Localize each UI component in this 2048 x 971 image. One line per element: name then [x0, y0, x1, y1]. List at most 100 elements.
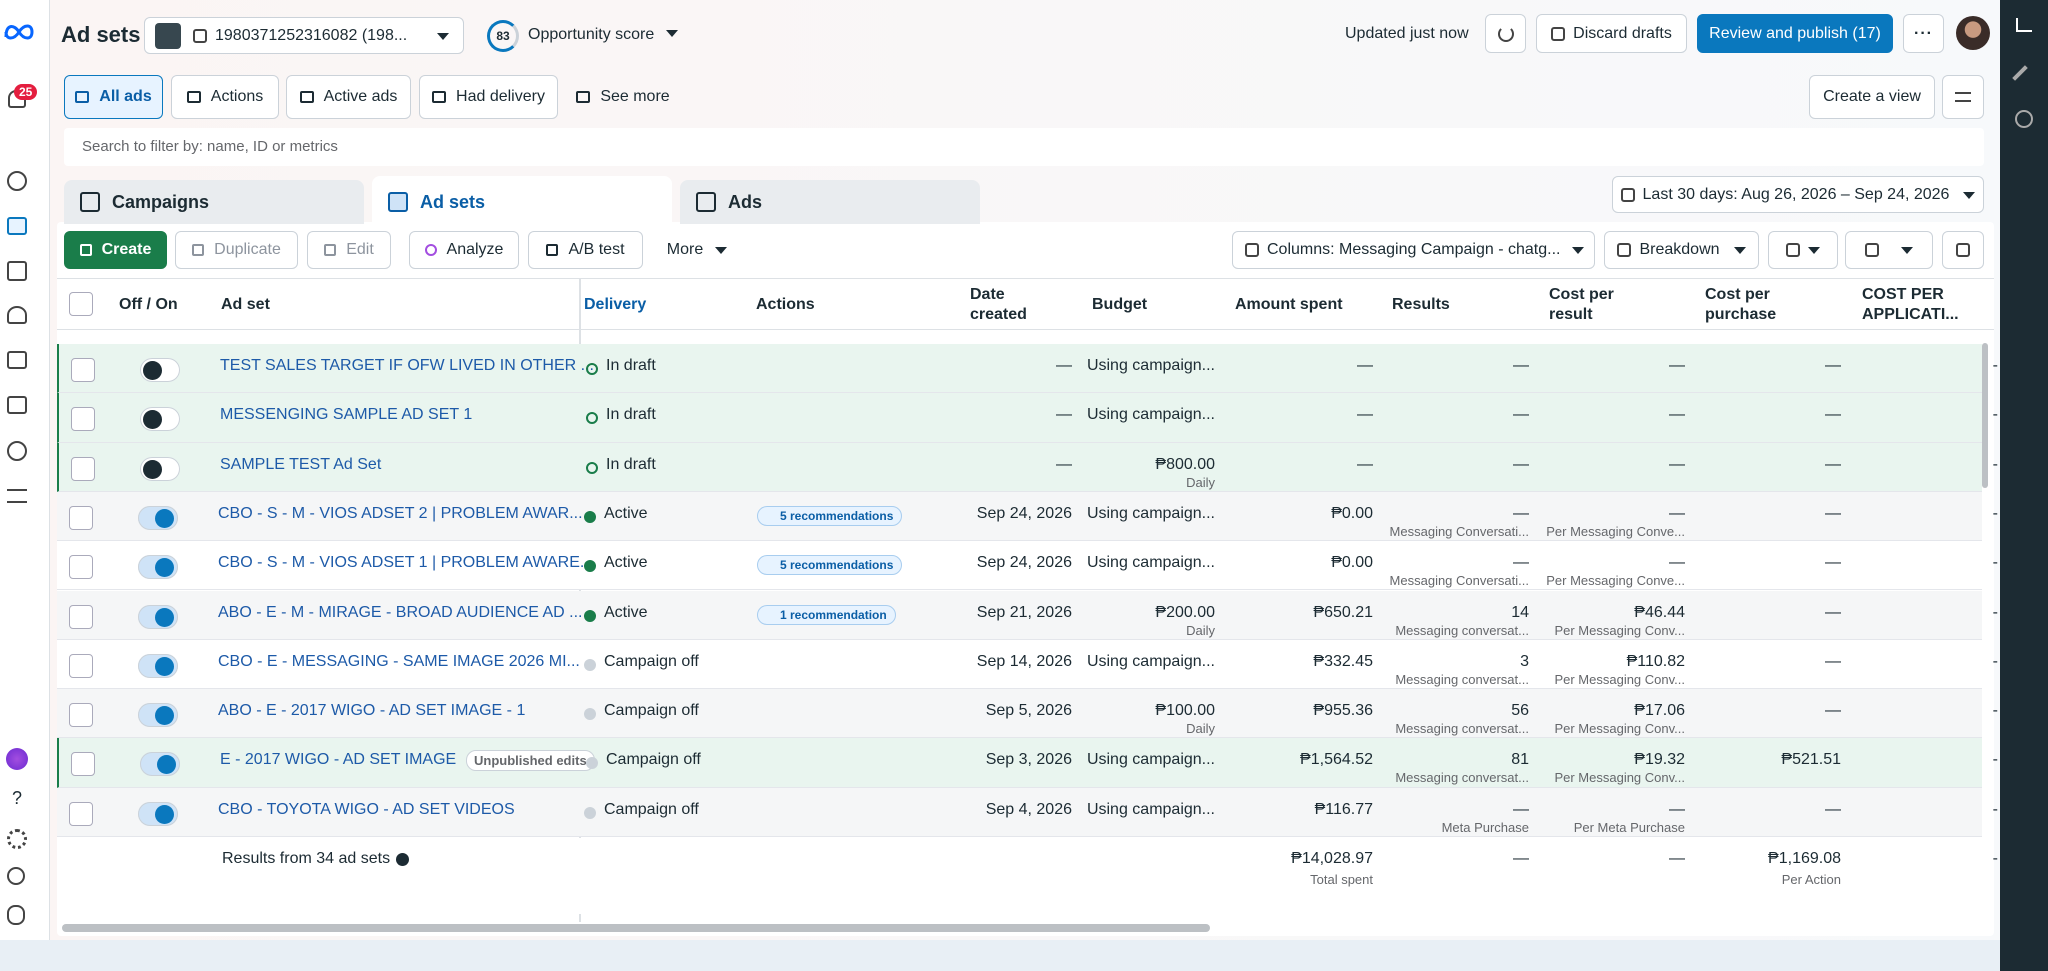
- nav-icon[interactable]: [7, 441, 27, 461]
- filter-button[interactable]: Actions: [171, 75, 279, 119]
- nav-icon[interactable]: [7, 396, 27, 414]
- tab[interactable]: Ad sets: [372, 176, 672, 228]
- ad-set-name[interactable]: E - 2017 WIGO - AD SET IMAGE: [220, 751, 457, 769]
- column-header[interactable]: COST PER APPLICATI...: [1862, 286, 1959, 323]
- clock-icon[interactable]: [2015, 110, 2033, 128]
- chart-button[interactable]: [1942, 231, 1984, 269]
- score-label[interactable]: Opportunity score: [528, 26, 655, 43]
- column-header[interactable]: Off / On: [119, 296, 178, 313]
- caret: [715, 247, 728, 260]
- cpr-value: ₱46.44: [1634, 603, 1685, 621]
- row-checkbox[interactable]: [71, 407, 95, 432]
- recommendations-pill[interactable]: 5 recommendations: [757, 555, 903, 576]
- publish-button[interactable]: Review and publish (17): [1697, 14, 1893, 53]
- row-checkbox[interactable]: [71, 752, 95, 777]
- table-row: CBO - S - M - VIOS ADSET 2 | PROBLEM AWA…: [57, 491, 1998, 542]
- results-sub: Messaging Conversati...: [1389, 523, 1529, 539]
- avatar[interactable]: [1956, 16, 1990, 50]
- toolbar-button[interactable]: Edit: [307, 231, 391, 269]
- row-checkbox[interactable]: [69, 801, 93, 826]
- filter-settings-button[interactable]: [1942, 75, 1984, 119]
- cpr-sub: Per Messaging Conve...: [1546, 573, 1685, 589]
- menu-icon[interactable]: [7, 489, 27, 503]
- column-header[interactable]: Delivery: [584, 296, 647, 313]
- row-checkbox[interactable]: [69, 653, 93, 678]
- toolbar-button[interactable]: Duplicate: [175, 231, 298, 269]
- budget-sub: Daily: [1186, 622, 1215, 638]
- ad-set-name[interactable]: ABO - E - M - MIRAGE - BROAD AUDIENCE AD…: [218, 603, 583, 621]
- filter-button[interactable]: See more: [567, 75, 679, 119]
- breakdown-button[interactable]: Breakdown: [1604, 231, 1759, 269]
- filter-button[interactable]: Active ads: [286, 75, 411, 119]
- column-header[interactable]: Date created: [970, 286, 1027, 323]
- budget-value: Using campaign...: [1086, 554, 1215, 572]
- results-value: —: [1513, 455, 1529, 473]
- column-header[interactable]: Budget: [1092, 296, 1148, 313]
- bug-icon[interactable]: [7, 905, 25, 925]
- budget-value: ₱100.00: [1155, 702, 1215, 720]
- column-header[interactable]: Actions: [756, 296, 815, 313]
- tab[interactable]: Campaigns: [64, 180, 364, 224]
- search-box[interactable]: [64, 128, 1984, 166]
- toolbar-icon: [424, 244, 437, 256]
- ad-set-name[interactable]: TEST SALES TARGET IF OFW LIVED IN OTHER …: [220, 357, 594, 374]
- column-header[interactable]: Results: [1392, 296, 1450, 313]
- nav-icon[interactable]: [7, 261, 27, 281]
- reports-button[interactable]: [1768, 231, 1838, 269]
- ad-set-name[interactable]: CBO - TOYOTA WIGO - AD SET VIDEOS: [218, 800, 515, 818]
- tab[interactable]: Ads: [680, 180, 980, 224]
- refresh-button[interactable]: [1485, 14, 1526, 53]
- columns-button[interactable]: Columns: Messaging Campaign - chatg...: [1232, 231, 1595, 269]
- help[interactable]: ?: [12, 788, 23, 808]
- toolbar-button[interactable]: A/B test: [528, 231, 643, 269]
- row-checkbox[interactable]: [71, 358, 95, 382]
- column-header[interactable]: Cost per purchase: [1705, 286, 1777, 323]
- discard-drafts-button[interactable]: Discard drafts: [1536, 14, 1687, 53]
- cpr-value: ₱17.06: [1634, 702, 1685, 720]
- column-header[interactable]: Amount spent: [1235, 296, 1343, 313]
- cpp-value: —: [1825, 603, 1841, 621]
- column-header[interactable]: Cost per result: [1549, 286, 1614, 323]
- filter-button[interactable]: Had delivery: [419, 75, 558, 119]
- toolbar-button[interactable]: Create: [64, 231, 167, 269]
- ad-set-name[interactable]: CBO - S - M - VIOS ADSET 1 | PROBLEM AWA…: [218, 554, 594, 572]
- budget-value: ₱200.00: [1155, 603, 1215, 621]
- search-icon[interactable]: [7, 867, 25, 885]
- toolbar-button[interactable]: Analyze: [409, 231, 519, 269]
- header-checkbox[interactable]: [69, 292, 93, 316]
- chart-icon[interactable]: [2016, 18, 2032, 32]
- nav-icon[interactable]: [7, 171, 27, 191]
- ad-set-name[interactable]: CBO - S - M - VIOS ADSET 2 | PROBLEM AWA…: [218, 504, 583, 522]
- date-range-button[interactable]: Last 30 days: Aug 26, 2026 – Sep 24, 202…: [1612, 176, 1984, 213]
- ad-set-name[interactable]: MESSENGING SAMPLE AD SET 1: [220, 406, 473, 424]
- meta-logo: [4, 24, 34, 40]
- cpr-sub: Per Meta Purchase: [1573, 819, 1685, 835]
- ad-set-name[interactable]: SAMPLE TEST Ad Set: [220, 455, 382, 473]
- filter-button[interactable]: All ads: [64, 75, 163, 119]
- create-view-button[interactable]: Create a view: [1809, 75, 1935, 119]
- export-button[interactable]: [1845, 231, 1933, 269]
- pencil-icon[interactable]: [2012, 65, 2028, 81]
- more-button[interactable]: ···: [1903, 14, 1944, 53]
- filter-label: See more: [600, 88, 670, 105]
- spent-value: ₱650.21: [1313, 603, 1373, 621]
- toolbar-button[interactable]: More: [656, 231, 738, 269]
- date-value: Sep 14, 2026: [976, 652, 1072, 670]
- row-checkbox[interactable]: [71, 456, 95, 481]
- nav-icon[interactable]: [7, 351, 27, 369]
- row-checkbox[interactable]: [69, 505, 93, 530]
- row-checkbox[interactable]: [69, 604, 93, 629]
- ai-icon[interactable]: [6, 748, 28, 770]
- results-sub: Messaging conversat...: [1395, 671, 1529, 687]
- nav-icon[interactable]: [7, 306, 27, 324]
- recommendations-pill[interactable]: 1 recommendation: [757, 604, 896, 625]
- row-checkbox[interactable]: [69, 555, 93, 580]
- recommendations-pill[interactable]: 5 recommendations: [757, 505, 903, 526]
- ad-set-name[interactable]: CBO - E - MESSAGING - SAME IMAGE 2026 MI…: [218, 652, 580, 670]
- row-checkbox[interactable]: [69, 703, 93, 728]
- settings-icon[interactable]: [7, 829, 27, 849]
- nav-icon-active[interactable]: [7, 217, 27, 235]
- ad-set-name[interactable]: ABO - E - 2017 WIGO - AD SET IMAGE - 1: [218, 702, 526, 720]
- account-selector[interactable]: 1980371252316082 (198...: [144, 17, 464, 54]
- column-header[interactable]: Ad set: [221, 296, 270, 313]
